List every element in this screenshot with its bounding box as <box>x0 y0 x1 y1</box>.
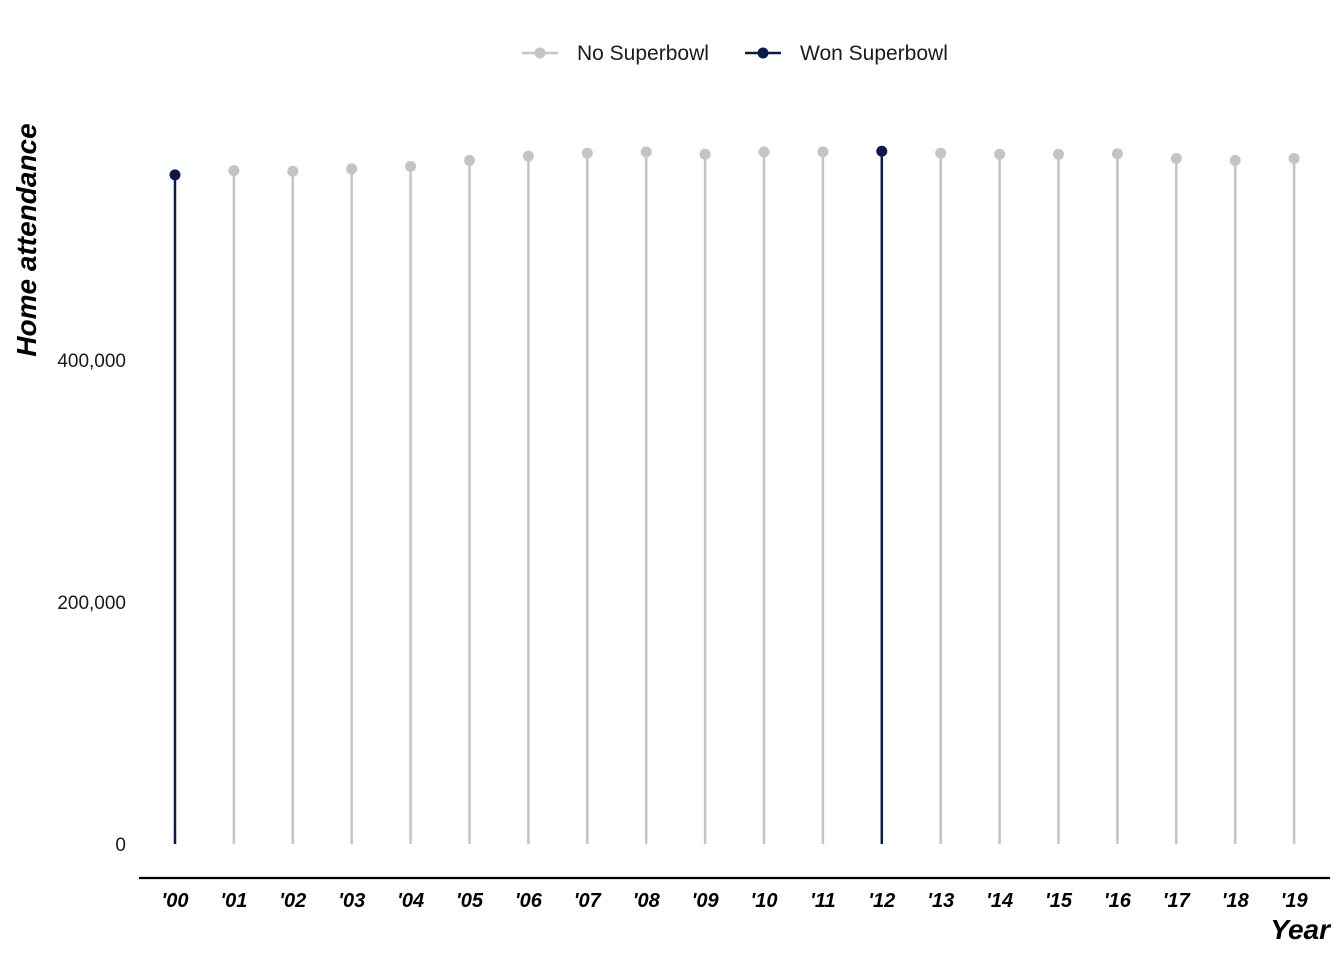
y-axis-ticks: 0 200,000 400,000 <box>57 351 126 856</box>
x-tick-label: '00 <box>161 890 188 912</box>
legend-item-no-superbowl: No Superbowl <box>522 42 709 65</box>
x-tick-label: '18 <box>1222 890 1250 912</box>
point-3 <box>346 163 358 175</box>
point-12 <box>876 145 888 157</box>
y-tick-label: 400,000 <box>57 351 126 372</box>
point-19 <box>1288 153 1300 165</box>
points <box>169 145 1300 181</box>
point-7 <box>581 147 593 159</box>
point-17 <box>1170 153 1182 165</box>
point-14 <box>994 148 1006 160</box>
point-4 <box>405 160 417 172</box>
x-tick-label: '08 <box>633 890 661 912</box>
legend-label-won-superbowl: Won Superbowl <box>800 42 948 65</box>
y-tick-label: 200,000 <box>57 593 126 614</box>
x-tick-label: '05 <box>456 890 484 912</box>
stems <box>173 151 1296 844</box>
x-tick-label: '03 <box>338 890 365 912</box>
x-tick-label: '04 <box>397 890 424 912</box>
point-6 <box>522 150 534 162</box>
point-0 <box>169 169 181 181</box>
x-axis-ticks: '00 '01 '02 '03 '04 '05 '06 '07 '08 '09 '10 '11 '12 '… <box>161 890 1308 912</box>
legend-key-won-superbowl-dot <box>757 47 769 59</box>
x-tick-label: '02 <box>279 890 306 912</box>
x-tick-label: '12 <box>868 890 895 912</box>
x-tick-label: '16 <box>1104 890 1132 912</box>
legend-key-no-superbowl-dot <box>534 47 546 59</box>
x-tick-label: '14 <box>986 890 1013 912</box>
point-15 <box>1053 148 1064 160</box>
legend-label-no-superbowl: No Superbowl <box>577 42 709 65</box>
x-tick-label: '17 <box>1163 890 1191 912</box>
point-18 <box>1229 154 1241 166</box>
x-tick-label: '11 <box>810 890 836 912</box>
x-tick-label: '19 <box>1281 890 1309 912</box>
y-axis-title: Home attendance <box>11 123 42 356</box>
point-5 <box>464 154 475 166</box>
point-8 <box>640 146 652 158</box>
point-10 <box>758 146 770 158</box>
x-tick-label: '15 <box>1045 890 1073 912</box>
point-1 <box>228 165 240 177</box>
x-tick-label: '09 <box>692 890 720 912</box>
legend: No Superbowl Won Superbowl <box>522 42 948 65</box>
x-tick-label: '10 <box>750 890 777 912</box>
point-2 <box>287 165 299 177</box>
legend-item-won-superbowl: Won Superbowl <box>745 42 948 65</box>
x-tick-label: '01 <box>220 890 247 912</box>
point-16 <box>1111 148 1123 160</box>
point-9 <box>699 148 711 160</box>
point-11 <box>817 146 829 158</box>
y-tick-label: 0 <box>115 835 126 856</box>
x-axis-title: Year <box>1270 914 1332 945</box>
point-13 <box>935 147 947 159</box>
x-tick-label: '06 <box>515 890 543 912</box>
x-tick-label: '07 <box>574 890 602 912</box>
x-tick-label: '13 <box>927 890 954 912</box>
